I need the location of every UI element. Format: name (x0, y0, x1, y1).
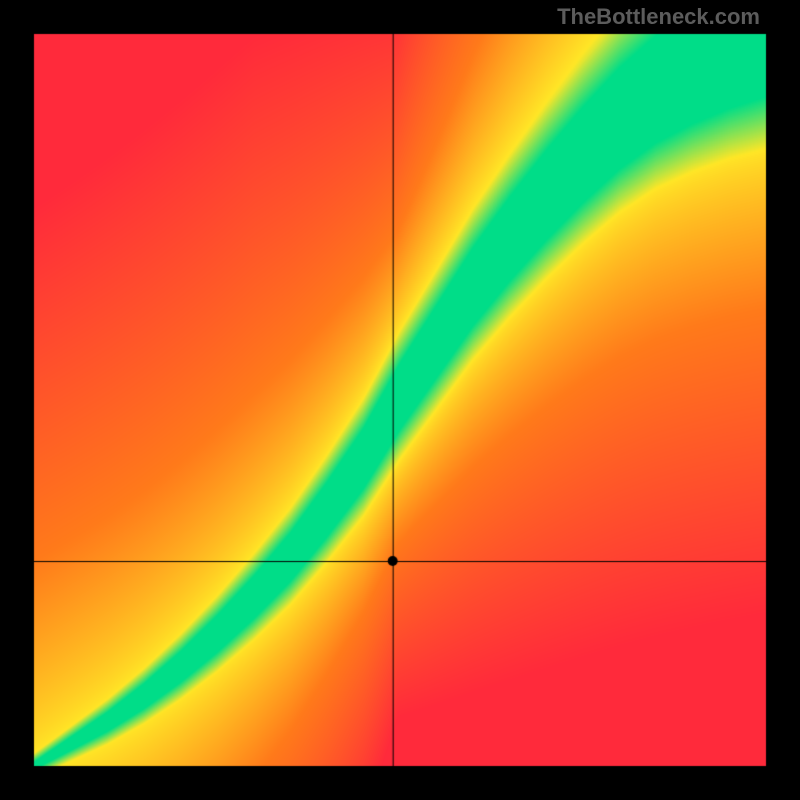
watermark-text: TheBottleneck.com (557, 4, 760, 30)
chart-container: TheBottleneck.com (0, 0, 800, 800)
heatmap-canvas (0, 0, 800, 800)
